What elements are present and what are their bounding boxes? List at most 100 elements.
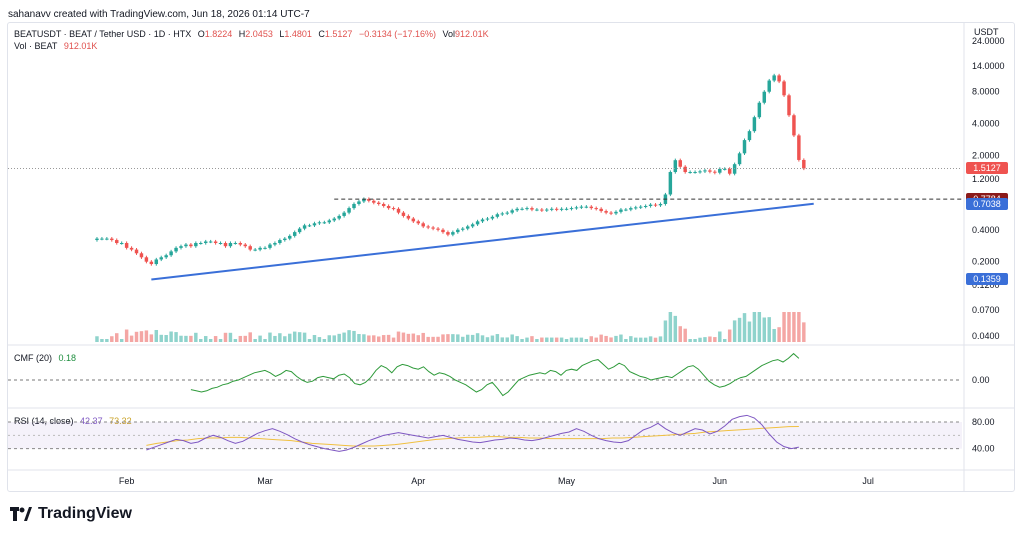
volume-bar bbox=[184, 335, 188, 342]
volume-bar bbox=[302, 332, 307, 342]
volume-bar bbox=[386, 334, 391, 342]
candle-body bbox=[703, 170, 707, 172]
candle-body bbox=[189, 244, 193, 247]
volume-bar bbox=[426, 336, 430, 342]
volume-bar bbox=[362, 334, 366, 342]
volume-bar bbox=[406, 333, 411, 342]
volume-bar bbox=[752, 312, 757, 342]
candle-body bbox=[559, 208, 564, 210]
volume-bar bbox=[713, 337, 717, 342]
volume-bar bbox=[288, 333, 292, 342]
candle-body bbox=[213, 241, 218, 244]
candle-body bbox=[238, 243, 243, 245]
candle-body bbox=[757, 102, 762, 118]
tradingview-logo-icon bbox=[10, 507, 32, 521]
volume-bar bbox=[480, 335, 485, 342]
volume-bar bbox=[614, 335, 618, 342]
candle-body bbox=[154, 259, 159, 265]
vol-value: 912.01K bbox=[455, 29, 489, 39]
rsi-label[interactable]: RSI (14, close) bbox=[14, 416, 74, 426]
volume-bar bbox=[772, 328, 776, 342]
volume-bar bbox=[757, 312, 762, 342]
candle-body bbox=[288, 235, 292, 239]
volume-bar bbox=[273, 335, 277, 342]
volume-bar bbox=[668, 312, 673, 342]
candle-body bbox=[693, 172, 697, 174]
candle-body bbox=[203, 241, 208, 244]
close-key: C bbox=[318, 29, 325, 39]
candle-body bbox=[782, 81, 786, 96]
volume-bar bbox=[747, 321, 752, 342]
volume-bar bbox=[490, 335, 495, 342]
candle-body bbox=[391, 208, 396, 210]
candle-body bbox=[802, 159, 806, 169]
candle-body bbox=[698, 171, 702, 173]
volume-bar bbox=[594, 337, 598, 342]
volume-bar bbox=[742, 313, 747, 342]
candle-body bbox=[248, 246, 252, 250]
volume-bar bbox=[579, 337, 584, 342]
price-tick-label: 0.4000 bbox=[972, 225, 1000, 235]
candle-body bbox=[233, 243, 238, 245]
volume-bar bbox=[762, 317, 767, 342]
volume-bar bbox=[411, 333, 416, 342]
candle-body bbox=[105, 238, 109, 240]
candle-body bbox=[401, 212, 406, 216]
volume-bar bbox=[297, 332, 302, 342]
cmf-label[interactable]: CMF (20) bbox=[14, 353, 52, 363]
time-tick-label: Mar bbox=[257, 476, 273, 486]
candle-body bbox=[485, 218, 490, 220]
volume-bar bbox=[169, 331, 173, 342]
candle-body bbox=[777, 75, 781, 82]
volume-bar bbox=[787, 312, 791, 342]
candle-body bbox=[268, 244, 272, 248]
candle-body bbox=[737, 153, 742, 165]
time-tick-label: Feb bbox=[119, 476, 135, 486]
volume-bar bbox=[638, 337, 643, 342]
volume-bar bbox=[485, 337, 490, 342]
volume-bar bbox=[451, 334, 455, 342]
candle-body bbox=[480, 219, 485, 222]
candle-body bbox=[708, 170, 712, 172]
volume-bar bbox=[372, 335, 376, 342]
volume-bar bbox=[199, 339, 203, 342]
rsi-tick-label: 80.00 bbox=[972, 417, 995, 427]
candle-body bbox=[110, 238, 114, 241]
volume-bar bbox=[604, 335, 608, 342]
low-key: L bbox=[279, 29, 285, 39]
low-price-tag: 0.1359 bbox=[966, 273, 1008, 286]
symbol-label[interactable]: BEATUSDT · BEAT / Tether USD · 1D · HTX bbox=[14, 29, 192, 39]
rsi-value: 42.37 bbox=[80, 416, 103, 426]
volume-label[interactable]: Vol · BEAT bbox=[14, 41, 58, 51]
price-tick-label: 0.0700 bbox=[972, 305, 1000, 315]
volume-bar bbox=[322, 339, 327, 342]
candle-body bbox=[767, 80, 771, 92]
tradingview-logo[interactable]: TradingView bbox=[10, 505, 132, 523]
candle-body bbox=[604, 211, 608, 213]
candle-body bbox=[352, 203, 356, 209]
trendline-price-tag: 0.7038 bbox=[966, 197, 1008, 210]
close-value: 1.5127 bbox=[324, 29, 353, 39]
candle-body bbox=[752, 117, 757, 132]
candle-body bbox=[342, 212, 346, 216]
candle-body bbox=[797, 135, 801, 160]
candle-body bbox=[629, 208, 633, 210]
candle-body bbox=[584, 206, 589, 208]
candle-body bbox=[461, 228, 465, 230]
candle-body bbox=[327, 220, 332, 223]
candle-body bbox=[332, 218, 336, 221]
candle-body bbox=[174, 247, 178, 252]
volume-bar bbox=[723, 339, 727, 342]
candle-body bbox=[589, 206, 594, 209]
candle-body bbox=[263, 247, 267, 249]
volume-bar bbox=[530, 336, 534, 342]
candle-body bbox=[579, 206, 584, 208]
volume-bar bbox=[431, 336, 435, 342]
candle-body bbox=[169, 251, 173, 256]
current-price-tag: 1.5127 bbox=[966, 162, 1008, 175]
volume-bar bbox=[105, 339, 109, 342]
candle-body bbox=[648, 204, 653, 206]
candle-body bbox=[228, 243, 233, 247]
volume-bar bbox=[624, 339, 628, 342]
